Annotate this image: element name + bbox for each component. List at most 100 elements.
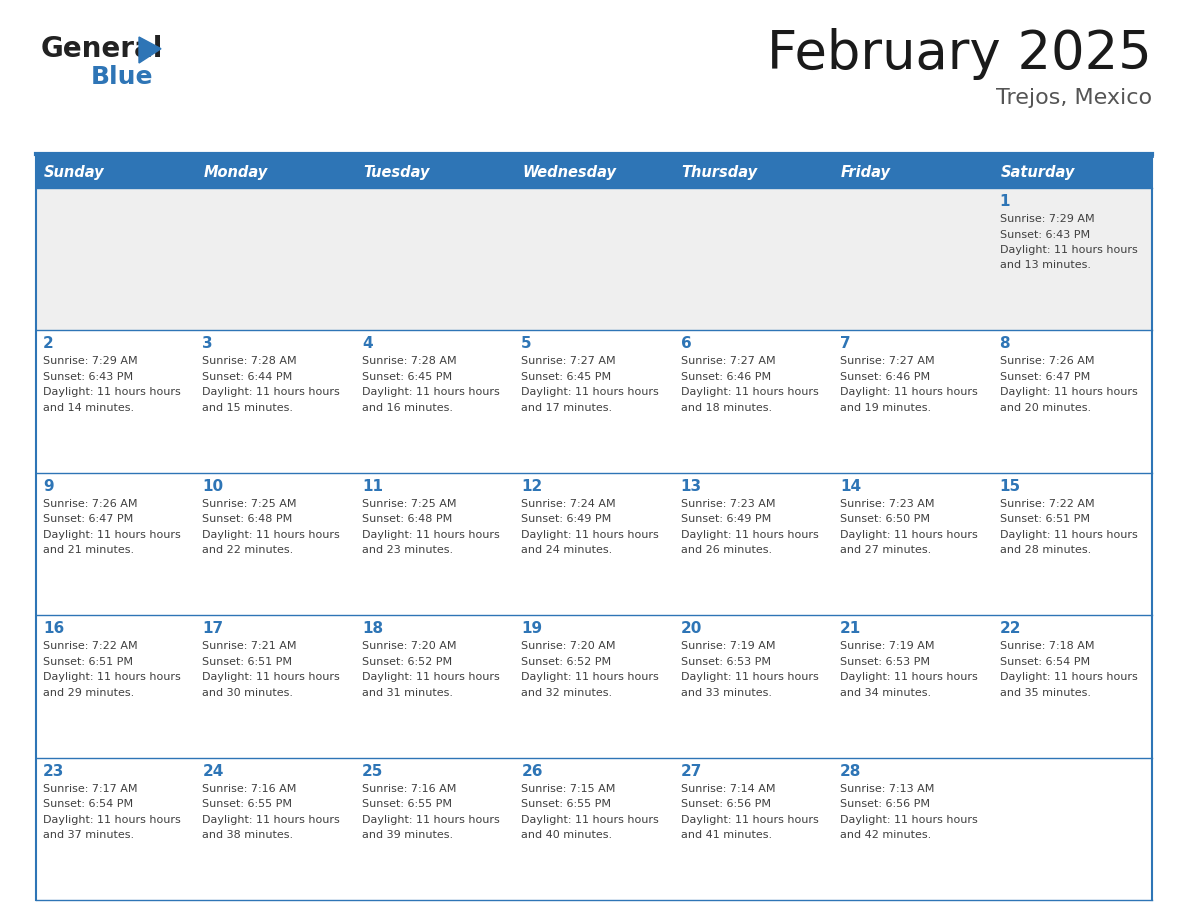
Text: Sunrise: 7:20 AM: Sunrise: 7:20 AM	[362, 641, 456, 651]
Text: Daylight: 11 hours hours: Daylight: 11 hours hours	[362, 387, 500, 397]
Text: Sunrise: 7:18 AM: Sunrise: 7:18 AM	[999, 641, 1094, 651]
Bar	[196, 188, 355, 330]
Bar	[674, 757, 833, 900]
Bar	[992, 473, 1152, 615]
Text: and 33 minutes.: and 33 minutes.	[681, 688, 772, 698]
Text: and 34 minutes.: and 34 minutes.	[840, 688, 931, 698]
Text: Sunrise: 7:19 AM: Sunrise: 7:19 AM	[681, 641, 776, 651]
Text: Daylight: 11 hours hours: Daylight: 11 hours hours	[999, 387, 1137, 397]
Text: Daylight: 11 hours hours: Daylight: 11 hours hours	[999, 530, 1137, 540]
Text: Sunrise: 7:27 AM: Sunrise: 7:27 AM	[681, 356, 776, 366]
Text: Sunset: 6:43 PM: Sunset: 6:43 PM	[999, 230, 1089, 240]
Text: Friday: Friday	[841, 164, 891, 180]
Text: and 30 minutes.: and 30 minutes.	[202, 688, 293, 698]
Text: Daylight: 11 hours hours: Daylight: 11 hours hours	[840, 814, 978, 824]
Text: Sunrise: 7:17 AM: Sunrise: 7:17 AM	[43, 784, 138, 793]
Text: and 42 minutes.: and 42 minutes.	[840, 830, 931, 840]
Bar	[36, 330, 196, 473]
Bar	[196, 615, 355, 757]
Text: Sunrise: 7:25 AM: Sunrise: 7:25 AM	[362, 498, 456, 509]
Text: Sunset: 6:51 PM: Sunset: 6:51 PM	[43, 656, 133, 666]
Bar	[674, 188, 833, 330]
Text: 28: 28	[840, 764, 861, 778]
Text: and 26 minutes.: and 26 minutes.	[681, 545, 772, 555]
Text: Sunset: 6:49 PM: Sunset: 6:49 PM	[522, 514, 612, 524]
Bar	[355, 330, 514, 473]
Text: 1: 1	[999, 194, 1010, 209]
Text: 15: 15	[999, 479, 1020, 494]
Text: Daylight: 11 hours hours: Daylight: 11 hours hours	[681, 814, 819, 824]
Text: and 14 minutes.: and 14 minutes.	[43, 403, 134, 413]
Text: and 27 minutes.: and 27 minutes.	[840, 545, 931, 555]
Text: Sunrise: 7:24 AM: Sunrise: 7:24 AM	[522, 498, 615, 509]
Text: 13: 13	[681, 479, 702, 494]
Text: 8: 8	[999, 336, 1010, 352]
Text: 20: 20	[681, 621, 702, 636]
Text: 10: 10	[202, 479, 223, 494]
Bar	[355, 188, 514, 330]
Text: Daylight: 11 hours hours: Daylight: 11 hours hours	[362, 814, 500, 824]
Text: Sunset: 6:55 PM: Sunset: 6:55 PM	[522, 799, 612, 809]
Text: 25: 25	[362, 764, 384, 778]
Text: Sunrise: 7:27 AM: Sunrise: 7:27 AM	[522, 356, 615, 366]
Text: Sunrise: 7:21 AM: Sunrise: 7:21 AM	[202, 641, 297, 651]
Text: 27: 27	[681, 764, 702, 778]
Text: Daylight: 11 hours hours: Daylight: 11 hours hours	[202, 814, 340, 824]
Text: Sunrise: 7:25 AM: Sunrise: 7:25 AM	[202, 498, 297, 509]
Text: Daylight: 11 hours hours: Daylight: 11 hours hours	[522, 387, 659, 397]
Text: and 23 minutes.: and 23 minutes.	[362, 545, 453, 555]
Text: Daylight: 11 hours hours: Daylight: 11 hours hours	[362, 672, 500, 682]
Bar	[355, 757, 514, 900]
Text: Sunset: 6:56 PM: Sunset: 6:56 PM	[681, 799, 771, 809]
Text: Daylight: 11 hours hours: Daylight: 11 hours hours	[202, 672, 340, 682]
Bar	[674, 473, 833, 615]
Text: Sunset: 6:50 PM: Sunset: 6:50 PM	[840, 514, 930, 524]
Bar	[674, 615, 833, 757]
Polygon shape	[139, 37, 162, 63]
Bar	[36, 615, 196, 757]
Text: Saturday: Saturday	[1000, 164, 1075, 180]
Bar	[196, 156, 355, 188]
Text: Sunset: 6:45 PM: Sunset: 6:45 PM	[362, 372, 451, 382]
Text: Sunrise: 7:23 AM: Sunrise: 7:23 AM	[681, 498, 776, 509]
Text: Sunset: 6:52 PM: Sunset: 6:52 PM	[362, 656, 451, 666]
Text: and 35 minutes.: and 35 minutes.	[999, 688, 1091, 698]
Text: Sunset: 6:46 PM: Sunset: 6:46 PM	[681, 372, 771, 382]
Text: Daylight: 11 hours hours: Daylight: 11 hours hours	[362, 530, 500, 540]
Text: and 39 minutes.: and 39 minutes.	[362, 830, 453, 840]
Text: Daylight: 11 hours hours: Daylight: 11 hours hours	[522, 530, 659, 540]
Text: 4: 4	[362, 336, 373, 352]
Bar	[196, 473, 355, 615]
Bar	[992, 156, 1152, 188]
Text: Tuesday: Tuesday	[362, 164, 429, 180]
Text: Daylight: 11 hours hours: Daylight: 11 hours hours	[43, 814, 181, 824]
Text: and 21 minutes.: and 21 minutes.	[43, 545, 134, 555]
Text: and 17 minutes.: and 17 minutes.	[522, 403, 612, 413]
Text: Daylight: 11 hours hours: Daylight: 11 hours hours	[202, 530, 340, 540]
Bar	[674, 156, 833, 188]
Bar	[355, 473, 514, 615]
Text: Sunrise: 7:16 AM: Sunrise: 7:16 AM	[202, 784, 297, 793]
Text: Daylight: 11 hours hours: Daylight: 11 hours hours	[840, 387, 978, 397]
Text: and 20 minutes.: and 20 minutes.	[999, 403, 1091, 413]
Text: Daylight: 11 hours hours: Daylight: 11 hours hours	[43, 387, 181, 397]
Text: and 41 minutes.: and 41 minutes.	[681, 830, 772, 840]
Text: Sunrise: 7:22 AM: Sunrise: 7:22 AM	[43, 641, 138, 651]
Bar	[355, 615, 514, 757]
Text: General: General	[42, 35, 164, 63]
Text: Daylight: 11 hours hours: Daylight: 11 hours hours	[681, 387, 819, 397]
Text: Daylight: 11 hours hours: Daylight: 11 hours hours	[43, 672, 181, 682]
Text: Sunrise: 7:29 AM: Sunrise: 7:29 AM	[999, 214, 1094, 224]
Bar	[514, 156, 674, 188]
Text: 6: 6	[681, 336, 691, 352]
Bar	[674, 330, 833, 473]
Bar	[833, 473, 992, 615]
Text: Daylight: 11 hours hours: Daylight: 11 hours hours	[202, 387, 340, 397]
Text: 12: 12	[522, 479, 543, 494]
Text: Sunset: 6:56 PM: Sunset: 6:56 PM	[840, 799, 930, 809]
Bar	[833, 757, 992, 900]
Bar	[514, 330, 674, 473]
Text: and 19 minutes.: and 19 minutes.	[840, 403, 931, 413]
Text: and 37 minutes.: and 37 minutes.	[43, 830, 134, 840]
Bar	[355, 156, 514, 188]
